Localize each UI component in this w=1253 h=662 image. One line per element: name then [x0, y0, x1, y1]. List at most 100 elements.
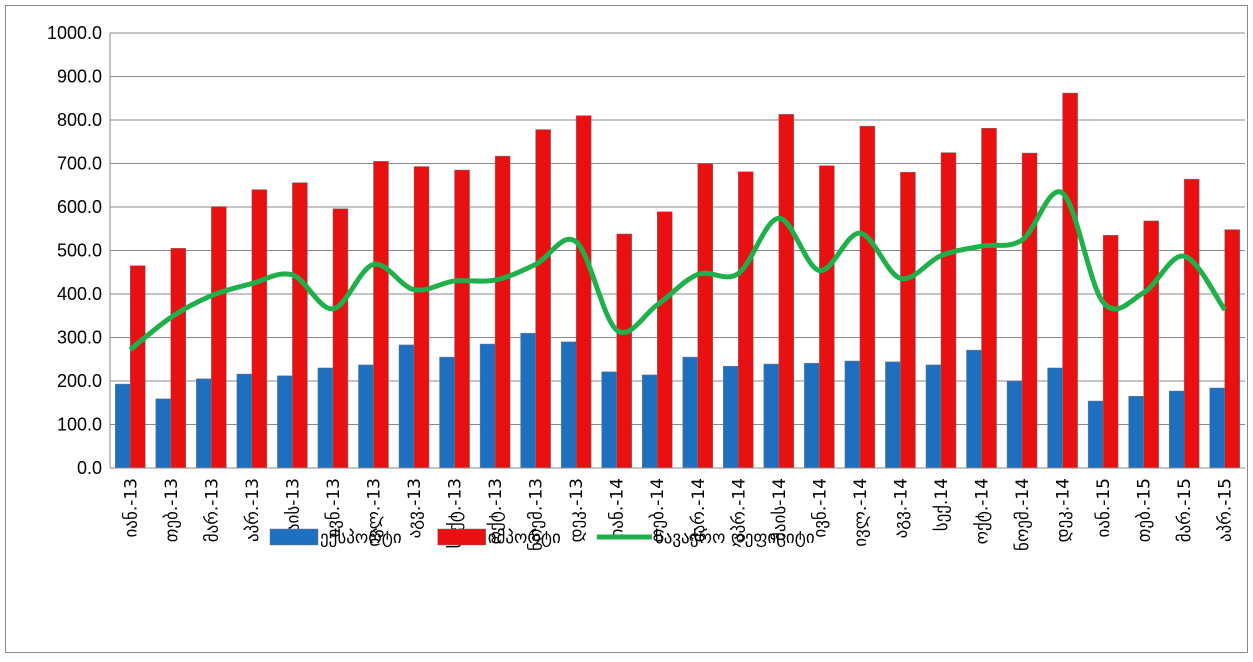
x-tick-label: აპრ.-14 [729, 478, 749, 542]
bar [292, 182, 308, 469]
bar [358, 364, 374, 469]
bar [738, 171, 754, 469]
legend-label: იმპორტი [488, 528, 561, 548]
legend-swatch [269, 528, 319, 546]
x-tick-label: თებ.-13 [162, 478, 182, 542]
x-tick-label: ნოემ.-13 [527, 478, 547, 551]
bar [966, 349, 982, 469]
bar [925, 364, 942, 469]
bar [170, 248, 187, 469]
x-tick-label: ივლ.-14 [851, 478, 871, 547]
bar [1021, 152, 1038, 469]
x-tick-label: მაის-14 [770, 478, 790, 541]
x-tick-label: სექ.14 [932, 478, 952, 531]
bar [1102, 235, 1119, 469]
y-tick-label: 900.0 [57, 67, 102, 87]
bar [763, 363, 780, 469]
bar [778, 114, 795, 469]
y-tick-label: 800.0 [57, 110, 102, 130]
bar [1168, 390, 1185, 469]
bar [251, 189, 268, 469]
bar [1224, 229, 1240, 469]
bar [1006, 380, 1023, 469]
bar [981, 128, 997, 469]
y-tick-label: 300.0 [57, 328, 102, 348]
bar [211, 206, 227, 469]
bar [682, 356, 699, 469]
bar [277, 375, 293, 469]
bar [859, 125, 876, 469]
y-tick-label: 0.0 [77, 458, 102, 478]
legend-swatch [437, 528, 486, 546]
bar [494, 155, 511, 469]
bar [885, 361, 901, 469]
bar [1047, 367, 1063, 469]
x-tick-label: ოქტ.-13 [486, 478, 506, 544]
x-tick-label: თებ.-15 [1135, 478, 1155, 542]
x-tick-label: ივლ.-13 [364, 478, 384, 547]
y-tick-label: 500.0 [57, 241, 102, 261]
bar [115, 383, 131, 469]
bar [641, 374, 658, 469]
x-tick-label: ნოემ.-14 [1013, 478, 1033, 551]
bar [155, 398, 172, 469]
bar [236, 373, 253, 469]
x-tick-label: დეკ.-14 [1054, 478, 1074, 542]
x-tick-label: იან.-14 [608, 478, 628, 537]
bar [575, 115, 592, 469]
x-tick-label: ოქტ.-14 [973, 478, 993, 544]
y-tick-label: 600.0 [57, 197, 102, 217]
bar [1183, 178, 1200, 469]
bar [656, 211, 673, 469]
y-tick-label: 1000.0 [47, 23, 102, 43]
bar [844, 360, 861, 469]
bar [196, 378, 212, 469]
bar [130, 265, 146, 469]
x-tick-label: აგვ.-13 [405, 478, 425, 538]
bar [900, 171, 916, 469]
x-tick-label: მარ.-14 [689, 478, 709, 542]
bar [616, 233, 632, 469]
bar [373, 161, 389, 469]
x-tick-label: მარ.-13 [202, 478, 222, 542]
bar [332, 208, 349, 469]
bar [819, 165, 835, 469]
bar [560, 341, 577, 469]
x-tick-label: მაის-13 [283, 478, 303, 541]
bar [804, 362, 820, 469]
bar [520, 332, 536, 469]
y-tick-label: 200.0 [57, 371, 102, 391]
x-tick-label: მარ.-15 [1175, 478, 1195, 542]
legend-label: ექსპორტი [320, 528, 402, 548]
bar [1128, 395, 1144, 469]
legend-label: სავაჭრო დეფიციტი [655, 528, 815, 548]
x-tick-label: დეკ.-13 [567, 478, 587, 542]
bar [723, 365, 739, 469]
bar [940, 152, 957, 469]
bar [398, 344, 415, 469]
bar [535, 129, 551, 469]
x-tick-label: ივნ.-14 [810, 478, 830, 538]
bar [454, 169, 470, 469]
x-tick-label: აგვ.-14 [891, 478, 911, 538]
x-tick-label: იან.-13 [121, 478, 141, 537]
bar [1209, 387, 1225, 469]
x-tick-label: აპრ.-13 [243, 478, 263, 542]
line [128, 189, 1227, 352]
x-tick-label: ივნ.-13 [324, 478, 344, 538]
x-tick-label: აპრ.-15 [1216, 478, 1236, 542]
bar [479, 343, 496, 469]
bar [1062, 92, 1078, 469]
x-tick-label: იან.-15 [1094, 478, 1114, 537]
bar [1143, 220, 1159, 469]
bar [601, 371, 617, 469]
bar [439, 356, 455, 469]
y-tick-label: 700.0 [57, 154, 102, 174]
x-tick-label: თებ.-14 [648, 478, 668, 542]
bar [697, 163, 714, 469]
bar [413, 166, 430, 469]
bar [1087, 400, 1104, 469]
y-tick-label: 400.0 [57, 284, 102, 304]
